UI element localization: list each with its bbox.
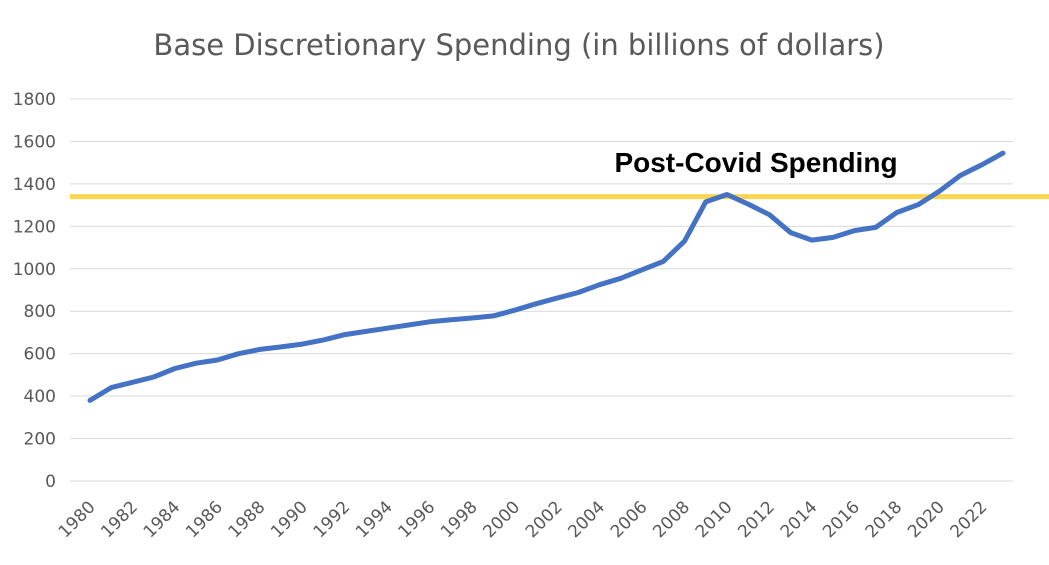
x-tick-label: 2022 (947, 497, 992, 542)
y-tick-label: 1800 (13, 90, 56, 110)
y-tick-label: 200 (24, 430, 56, 450)
x-tick-label: 1994 (352, 497, 397, 542)
x-tick-label: 1992 (310, 497, 355, 542)
x-tick-label: 2006 (607, 497, 652, 542)
x-tick-label: 2010 (692, 497, 737, 542)
x-tick-label: 1982 (97, 497, 142, 542)
x-tick-label: 2000 (479, 497, 524, 542)
chart-title: Base Discretionary Spending (in billions… (153, 28, 884, 62)
x-tick-label: 1984 (140, 497, 185, 542)
x-tick-label: 1990 (267, 497, 312, 542)
y-tick-label: 0 (45, 472, 56, 492)
y-tick-label: 800 (24, 302, 56, 322)
x-tick-label: 1980 (55, 497, 100, 542)
y-tick-label: 1400 (13, 175, 56, 195)
x-tick-label: 2020 (904, 497, 949, 542)
x-tick-label: 2018 (862, 497, 907, 542)
y-axis-ticks: 0 200 400 600 800 1000 1200 1400 1600 1800 (13, 90, 56, 492)
x-tick-label: 2012 (734, 497, 779, 542)
x-tick-label: 2014 (777, 497, 822, 542)
annotation-label: Post-Covid Spending (614, 147, 897, 178)
series-line (87, 150, 1006, 403)
x-tick-label: 1986 (182, 497, 227, 542)
x-tick-label: 2004 (564, 497, 609, 542)
x-axis-ticks: 1980198219841986198819901992199419961998… (55, 497, 992, 542)
y-tick-label: 1600 (13, 132, 56, 152)
y-tick-label: 400 (24, 387, 56, 407)
x-tick-label: 1988 (225, 497, 270, 542)
y-tick-label: 1200 (13, 217, 56, 237)
x-tick-label: 2002 (522, 497, 567, 542)
x-tick-label: 1998 (437, 497, 482, 542)
y-tick-label: 1000 (13, 260, 56, 280)
x-tick-label: 2008 (649, 497, 694, 542)
gridlines (70, 98, 1013, 482)
x-tick-label: 1996 (395, 497, 440, 542)
x-tick-label: 2016 (819, 497, 864, 542)
y-tick-label: 600 (24, 345, 56, 365)
